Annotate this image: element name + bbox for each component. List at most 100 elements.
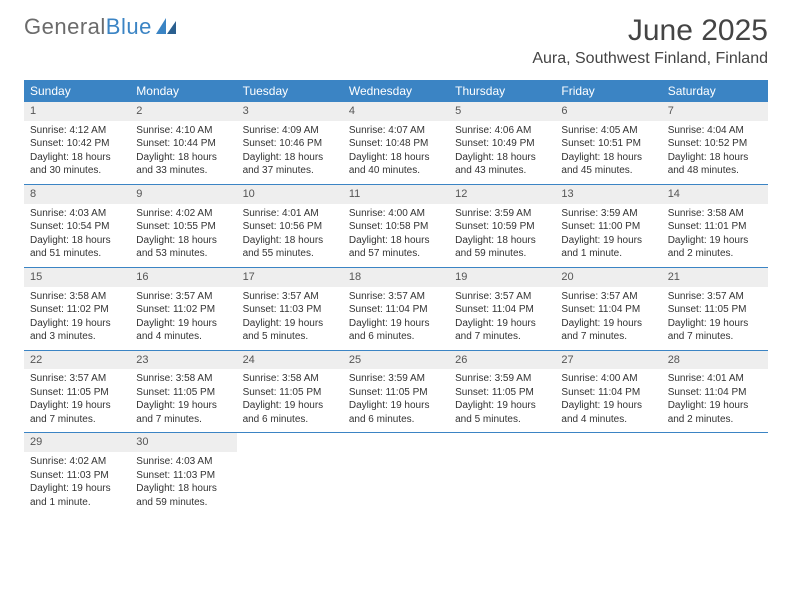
day-cell: 14Sunrise: 3:58 AMSunset: 11:01 PMDaylig…	[662, 185, 768, 267]
day-number: 5	[449, 102, 555, 121]
sunset-line: Sunset: 10:58 PM	[349, 220, 443, 234]
daylight-line: Daylight: 19 hours	[349, 399, 443, 413]
daylight-line: Daylight: 19 hours	[561, 399, 655, 413]
daylight-line: and 2 minutes.	[668, 247, 762, 261]
day-body: Sunrise: 3:58 AMSunset: 11:05 PMDaylight…	[130, 369, 236, 432]
day-body: Sunrise: 4:01 AMSunset: 11:04 PMDaylight…	[662, 369, 768, 432]
weekday-header: Saturday	[662, 80, 768, 102]
sunset-line: Sunset: 11:01 PM	[668, 220, 762, 234]
daylight-line: and 48 minutes.	[668, 164, 762, 178]
day-cell	[343, 433, 449, 515]
sunset-line: Sunset: 11:03 PM	[243, 303, 337, 317]
day-cell: 18Sunrise: 3:57 AMSunset: 11:04 PMDaylig…	[343, 268, 449, 350]
week-row: 15Sunrise: 3:58 AMSunset: 11:02 PMDaylig…	[24, 268, 768, 351]
sunset-line: Sunset: 11:03 PM	[30, 469, 124, 483]
day-number: 12	[449, 185, 555, 204]
sunset-line: Sunset: 10:44 PM	[136, 137, 230, 151]
day-number: 1	[24, 102, 130, 121]
day-number: 4	[343, 102, 449, 121]
day-cell	[555, 433, 661, 515]
daylight-line: Daylight: 19 hours	[30, 482, 124, 496]
daylight-line: and 1 minute.	[561, 247, 655, 261]
daylight-line: and 6 minutes.	[243, 413, 337, 427]
day-number: 20	[555, 268, 661, 287]
sunset-line: Sunset: 11:04 PM	[561, 386, 655, 400]
day-cell: 20Sunrise: 3:57 AMSunset: 11:04 PMDaylig…	[555, 268, 661, 350]
day-cell: 6Sunrise: 4:05 AMSunset: 10:51 PMDayligh…	[555, 102, 661, 184]
logo: GeneralBlue	[24, 14, 178, 40]
daylight-line: Daylight: 19 hours	[668, 234, 762, 248]
daylight-line: Daylight: 18 hours	[30, 151, 124, 165]
day-number: 26	[449, 351, 555, 370]
daylight-line: and 59 minutes.	[455, 247, 549, 261]
day-cell: 3Sunrise: 4:09 AMSunset: 10:46 PMDayligh…	[237, 102, 343, 184]
sunrise-line: Sunrise: 3:59 AM	[455, 207, 549, 221]
day-number	[662, 433, 768, 452]
day-cell: 24Sunrise: 3:58 AMSunset: 11:05 PMDaylig…	[237, 351, 343, 433]
daylight-line: and 40 minutes.	[349, 164, 443, 178]
day-number: 10	[237, 185, 343, 204]
daylight-line: and 7 minutes.	[668, 330, 762, 344]
day-number: 16	[130, 268, 236, 287]
sunrise-line: Sunrise: 4:01 AM	[243, 207, 337, 221]
day-number: 28	[662, 351, 768, 370]
sunset-line: Sunset: 11:03 PM	[136, 469, 230, 483]
day-cell: 25Sunrise: 3:59 AMSunset: 11:05 PMDaylig…	[343, 351, 449, 433]
week-row: 1Sunrise: 4:12 AMSunset: 10:42 PMDayligh…	[24, 102, 768, 185]
daylight-line: and 45 minutes.	[561, 164, 655, 178]
day-cell: 19Sunrise: 3:57 AMSunset: 11:04 PMDaylig…	[449, 268, 555, 350]
daylight-line: Daylight: 19 hours	[455, 399, 549, 413]
daylight-line: Daylight: 19 hours	[243, 399, 337, 413]
sunrise-line: Sunrise: 4:02 AM	[30, 455, 124, 469]
day-number: 7	[662, 102, 768, 121]
sunrise-line: Sunrise: 3:57 AM	[243, 290, 337, 304]
sunset-line: Sunset: 10:51 PM	[561, 137, 655, 151]
daylight-line: Daylight: 18 hours	[455, 234, 549, 248]
daylight-line: and 2 minutes.	[668, 413, 762, 427]
day-cell: 28Sunrise: 4:01 AMSunset: 11:04 PMDaylig…	[662, 351, 768, 433]
sunset-line: Sunset: 10:49 PM	[455, 137, 549, 151]
day-number: 9	[130, 185, 236, 204]
sunrise-line: Sunrise: 4:03 AM	[30, 207, 124, 221]
weekday-header: Wednesday	[343, 80, 449, 102]
sunset-line: Sunset: 11:05 PM	[136, 386, 230, 400]
day-cell: 16Sunrise: 3:57 AMSunset: 11:02 PMDaylig…	[130, 268, 236, 350]
day-number: 8	[24, 185, 130, 204]
sunrise-line: Sunrise: 4:00 AM	[561, 372, 655, 386]
day-number	[449, 433, 555, 452]
day-cell: 17Sunrise: 3:57 AMSunset: 11:03 PMDaylig…	[237, 268, 343, 350]
daylight-line: Daylight: 19 hours	[136, 317, 230, 331]
day-cell: 4Sunrise: 4:07 AMSunset: 10:48 PMDayligh…	[343, 102, 449, 184]
day-number: 13	[555, 185, 661, 204]
sunset-line: Sunset: 10:46 PM	[243, 137, 337, 151]
day-number: 25	[343, 351, 449, 370]
daylight-line: and 6 minutes.	[349, 330, 443, 344]
daylight-line: and 5 minutes.	[243, 330, 337, 344]
sunrise-line: Sunrise: 3:57 AM	[455, 290, 549, 304]
daylight-line: Daylight: 18 hours	[455, 151, 549, 165]
day-body: Sunrise: 3:58 AMSunset: 11:01 PMDaylight…	[662, 204, 768, 267]
day-number: 19	[449, 268, 555, 287]
day-body: Sunrise: 4:07 AMSunset: 10:48 PMDaylight…	[343, 121, 449, 184]
weekday-header: Friday	[555, 80, 661, 102]
week-row: 22Sunrise: 3:57 AMSunset: 11:05 PMDaylig…	[24, 351, 768, 434]
daylight-line: and 37 minutes.	[243, 164, 337, 178]
daylight-line: Daylight: 18 hours	[243, 151, 337, 165]
weekday-header: Sunday	[24, 80, 130, 102]
daylight-line: and 5 minutes.	[455, 413, 549, 427]
day-number: 29	[24, 433, 130, 452]
day-cell	[662, 433, 768, 515]
logo-text-1: General	[24, 14, 106, 40]
daylight-line: and 7 minutes.	[30, 413, 124, 427]
day-body: Sunrise: 4:04 AMSunset: 10:52 PMDaylight…	[662, 121, 768, 184]
sunrise-line: Sunrise: 3:58 AM	[136, 372, 230, 386]
day-body: Sunrise: 4:02 AMSunset: 10:55 PMDaylight…	[130, 204, 236, 267]
sunrise-line: Sunrise: 4:07 AM	[349, 124, 443, 138]
day-body: Sunrise: 3:59 AMSunset: 11:05 PMDaylight…	[449, 369, 555, 432]
daylight-line: Daylight: 19 hours	[561, 317, 655, 331]
sunset-line: Sunset: 11:02 PM	[136, 303, 230, 317]
day-body: Sunrise: 4:09 AMSunset: 10:46 PMDaylight…	[237, 121, 343, 184]
sunrise-line: Sunrise: 4:02 AM	[136, 207, 230, 221]
day-body: Sunrise: 3:58 AMSunset: 11:05 PMDaylight…	[237, 369, 343, 432]
day-body: Sunrise: 4:05 AMSunset: 10:51 PMDaylight…	[555, 121, 661, 184]
